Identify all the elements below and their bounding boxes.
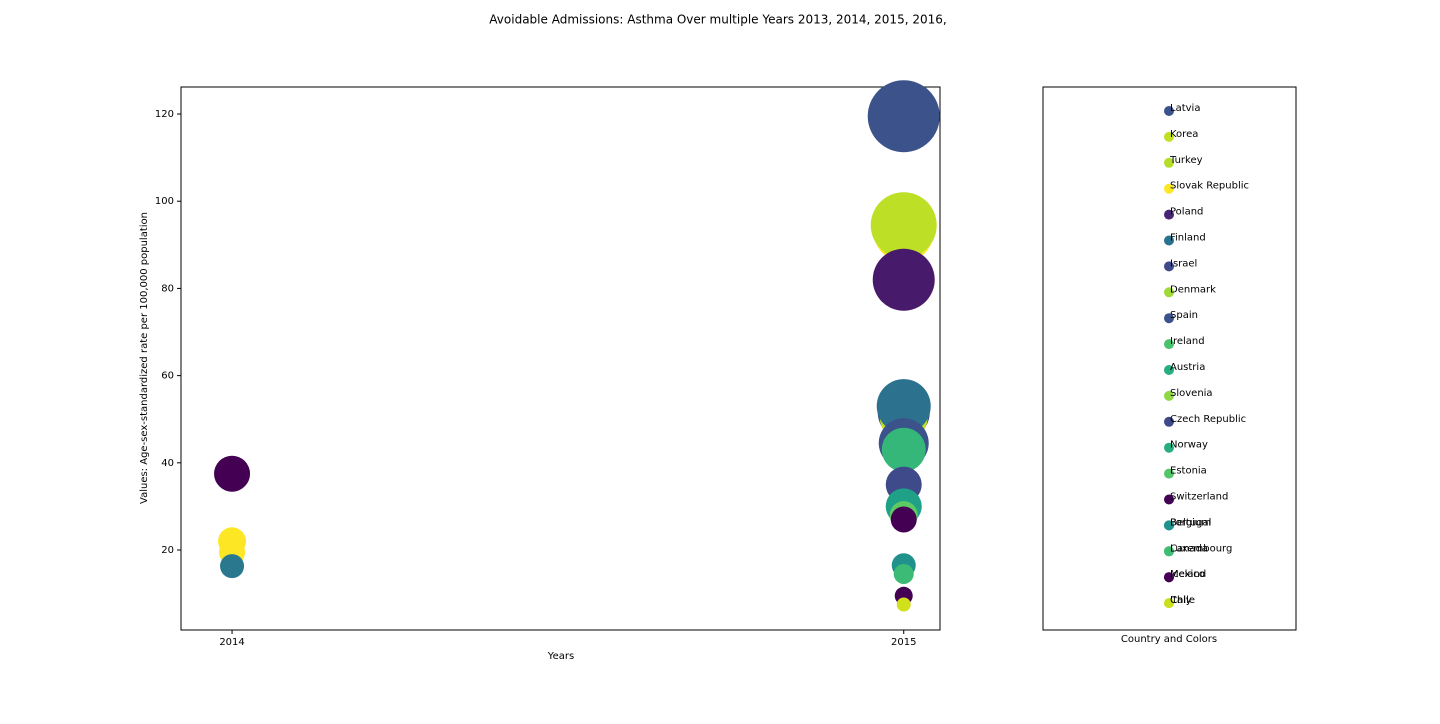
plot-frame: [180, 86, 941, 631]
y-tick-label: 80: [161, 283, 174, 294]
legend-label: Italy: [1170, 595, 1192, 606]
legend-label: Ireland: [1170, 336, 1205, 347]
legend-label: Poland: [1170, 207, 1203, 218]
legend-frame: [1042, 86, 1297, 631]
legend-label: Israel: [1170, 258, 1197, 269]
legend-label: Estonia: [1170, 466, 1207, 477]
legend-marker: [1164, 468, 1174, 479]
legend-label: Canada: [1170, 543, 1208, 554]
legend-label: Country and Colors: [1121, 634, 1217, 645]
legend-marker: [1164, 106, 1174, 116]
legend-marker: [1164, 442, 1174, 453]
legend-marker: [1164, 416, 1174, 427]
legend-label: Slovenia: [1170, 388, 1213, 399]
legend-label: Norway: [1170, 440, 1208, 451]
legend-label: Belgium: [1170, 517, 1211, 528]
legend-marker: [1164, 209, 1174, 220]
legend-label: Korea: [1170, 129, 1198, 140]
legend-marker: [1164, 183, 1174, 194]
bubble: [876, 379, 931, 434]
chart-title: Avoidable Admissions: Asthma Over multip…: [489, 13, 946, 27]
bubble: [896, 597, 911, 612]
bubble: [214, 455, 251, 492]
legend-marker: [1164, 131, 1174, 142]
y-tick-label: 40: [161, 458, 174, 469]
legend-marker: [1164, 339, 1174, 350]
legend-label: Czech Republic: [1170, 414, 1246, 425]
legend-marker: [1164, 494, 1174, 505]
legend-label: Austria: [1170, 362, 1205, 373]
legend-label: Switzerland: [1170, 492, 1228, 503]
x-axis-label: Years: [547, 651, 574, 662]
x-tick-label: 2015: [891, 637, 916, 648]
legend-label: Chile: [1170, 595, 1195, 606]
bubble: [870, 192, 937, 259]
legend-label: Latvia: [1170, 103, 1200, 114]
y-axis-label: Values: Age-sex-standardized rate per 10…: [139, 212, 150, 504]
y-tick-label: 100: [155, 196, 174, 207]
legend-label: Mexico: [1170, 569, 1205, 580]
legend-marker: [1164, 313, 1174, 324]
legend-marker: [1164, 287, 1174, 298]
legend-marker: [1164, 598, 1174, 609]
legend-label: Iceland: [1170, 569, 1206, 580]
legend-marker: [1164, 157, 1174, 168]
legend-marker: [1164, 572, 1174, 583]
legend-label: Spain: [1170, 310, 1198, 321]
legend-label: Portugal: [1170, 517, 1211, 528]
bubble: [220, 554, 245, 579]
legend-label: Slovak Republic: [1170, 181, 1249, 192]
bubble: [890, 506, 917, 533]
bubble: [881, 427, 926, 472]
legend-label: Finland: [1170, 233, 1206, 244]
legend-marker: [1164, 261, 1174, 272]
bubble: [893, 563, 914, 584]
legend-marker: [1164, 390, 1174, 401]
legend-marker: [1164, 546, 1174, 557]
legend-label: Denmark: [1170, 284, 1216, 295]
legend-marker: [1164, 235, 1174, 246]
legend-label: Luxembourg: [1170, 543, 1232, 554]
legend-marker: [1164, 520, 1174, 531]
y-tick-label: 20: [161, 545, 174, 556]
bubble: [872, 248, 935, 311]
y-tick-label: 120: [155, 109, 174, 120]
y-tick-label: 60: [161, 371, 174, 382]
bubble: [867, 80, 940, 153]
legend-marker: [1164, 365, 1174, 375]
x-tick-label: 2014: [219, 637, 244, 648]
legend-label: Turkey: [1169, 155, 1203, 166]
